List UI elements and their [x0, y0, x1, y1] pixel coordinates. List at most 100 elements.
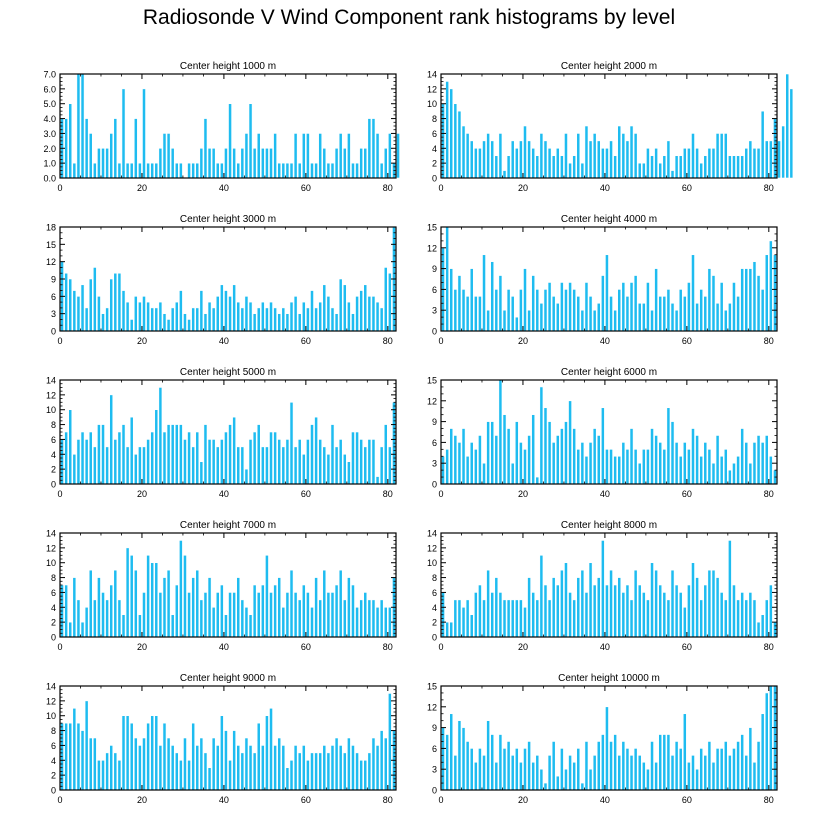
bar [601, 147, 605, 179]
bar [547, 421, 552, 485]
x-tick-label: 0 [57, 336, 62, 346]
y-tick-label: 9 [432, 417, 437, 427]
bar [322, 446, 327, 485]
bar [289, 401, 294, 485]
bar [494, 435, 499, 485]
bar [322, 745, 327, 791]
bar [187, 592, 191, 638]
bar [195, 162, 200, 179]
bar [613, 584, 617, 638]
bar [445, 734, 449, 791]
bar [330, 307, 335, 332]
bar [662, 592, 667, 638]
bar [445, 621, 449, 638]
bar [121, 715, 126, 791]
bar [613, 309, 617, 332]
y-tick-label: 18 [46, 223, 56, 233]
bar [252, 584, 257, 638]
bar [265, 147, 269, 179]
bar [699, 455, 704, 485]
bar [670, 170, 675, 179]
bar [363, 446, 368, 485]
bar [494, 577, 499, 638]
bar [375, 476, 380, 485]
bar [633, 748, 638, 791]
bar [715, 133, 720, 179]
bar [260, 446, 265, 485]
bar [682, 147, 687, 179]
bar [687, 282, 691, 332]
x-tick-label: 60 [301, 795, 311, 805]
bar [756, 275, 761, 332]
bar [72, 707, 77, 791]
y-tick-label: 6 [51, 741, 56, 751]
x-tick-label: 40 [600, 183, 610, 193]
x-tick-label: 60 [682, 795, 692, 805]
plot-frame [440, 226, 778, 332]
bar [109, 584, 114, 638]
bar [183, 439, 187, 485]
bar [760, 110, 765, 179]
bar [760, 289, 765, 332]
bar [469, 442, 474, 485]
bar [748, 592, 753, 638]
bar [133, 569, 138, 638]
bar [719, 282, 724, 332]
bar [256, 133, 261, 179]
bar [306, 592, 310, 638]
bar [88, 431, 93, 485]
bar [306, 439, 310, 485]
bar [482, 140, 486, 179]
bar [539, 554, 544, 638]
bar [490, 592, 495, 638]
bar [170, 147, 175, 179]
bar [461, 125, 466, 179]
bar [764, 140, 769, 179]
bar [150, 162, 155, 179]
panel-title: Center height 7000 m [180, 520, 276, 531]
bar [740, 428, 745, 485]
bar [523, 449, 527, 485]
bar [752, 599, 757, 638]
bar [92, 446, 97, 485]
bar [301, 301, 306, 332]
bar [64, 272, 68, 332]
bar [473, 592, 478, 638]
bar [113, 752, 118, 791]
bar [314, 577, 318, 638]
bar [781, 125, 785, 179]
bar [174, 752, 179, 791]
bar [121, 88, 126, 179]
bar [535, 289, 540, 332]
bar [191, 577, 196, 638]
bar [547, 599, 552, 638]
bar [490, 734, 495, 791]
bar [572, 599, 577, 638]
y-tick-label: 12 [46, 390, 56, 400]
bar [592, 755, 597, 791]
x-tick-label: 80 [383, 642, 393, 652]
bar [97, 147, 101, 179]
bar [293, 296, 298, 332]
bar [551, 442, 556, 485]
bar [158, 745, 163, 791]
bar [121, 424, 126, 485]
bar [105, 147, 109, 179]
bar [605, 449, 609, 485]
bar [473, 449, 478, 485]
bar [588, 562, 593, 638]
bar [584, 455, 589, 485]
bar [728, 755, 732, 791]
bar [363, 284, 368, 332]
bar [576, 133, 581, 179]
bar [150, 431, 155, 485]
bar [637, 462, 642, 485]
bar [166, 569, 171, 638]
bar [129, 722, 134, 791]
bar [355, 606, 359, 638]
bar [154, 715, 159, 791]
bar [80, 621, 85, 638]
bar [707, 268, 712, 332]
bar [338, 439, 343, 485]
bar [297, 752, 302, 791]
